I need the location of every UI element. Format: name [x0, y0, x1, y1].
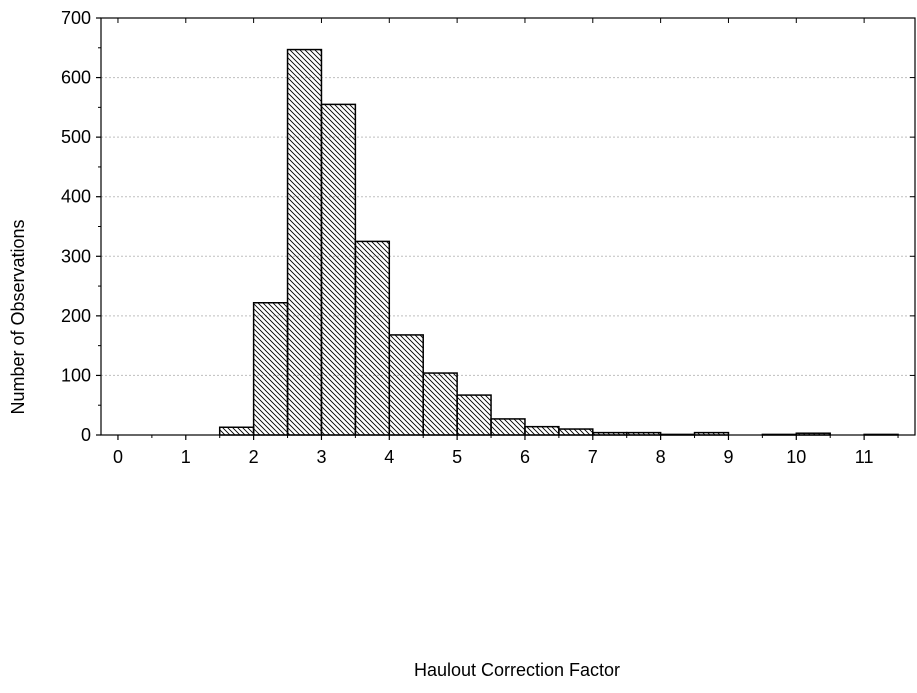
y-tick-label: 700 [61, 8, 91, 28]
x-tick-label: 11 [855, 447, 874, 467]
histogram-bar [320, 103, 357, 436]
histogram-bar [456, 394, 492, 436]
histogram-bars [218, 48, 899, 436]
x-tick-label: 1 [181, 447, 191, 467]
y-tick-label: 600 [61, 68, 91, 88]
x-tick-label: 0 [113, 447, 123, 467]
histogram-bar [490, 418, 526, 436]
x-tick-label: 4 [384, 447, 394, 467]
histogram-bar [422, 372, 458, 436]
x-tick-label: 3 [316, 447, 326, 467]
y-tick-label: 500 [61, 127, 91, 147]
x-tick-label: 5 [452, 447, 462, 467]
x-axis-title: Haulout Correction Factor [414, 660, 620, 680]
histogram-bar [286, 48, 323, 436]
x-tick-label: 8 [656, 447, 666, 467]
histogram-bar [252, 302, 289, 436]
y-tick-label: 0 [81, 425, 91, 445]
histogram-bar [558, 428, 594, 436]
x-tick-label: 10 [786, 447, 806, 467]
histogram-bar [354, 240, 391, 436]
plot-frame [100, 17, 916, 436]
gridlines [101, 77, 915, 376]
y-tick-label: 100 [61, 365, 91, 385]
y-tick-label: 300 [61, 246, 91, 266]
y-axis-title: Number of Observations [8, 219, 28, 414]
x-tick-label: 2 [249, 447, 259, 467]
x-tick-label: 9 [723, 447, 733, 467]
axes: 0 100 200 300 400 500 600 700 0 1 2 3 4 5 6 7 8 9 10 11 [61, 8, 916, 467]
x-tick-label: 7 [588, 447, 598, 467]
histogram-bar [524, 425, 560, 436]
histogram-bar [218, 426, 255, 436]
y-tick-label: 400 [61, 187, 91, 207]
x-tick-label: 6 [520, 447, 530, 467]
histogram-bar [388, 334, 424, 436]
y-tick-label: 200 [61, 306, 91, 326]
